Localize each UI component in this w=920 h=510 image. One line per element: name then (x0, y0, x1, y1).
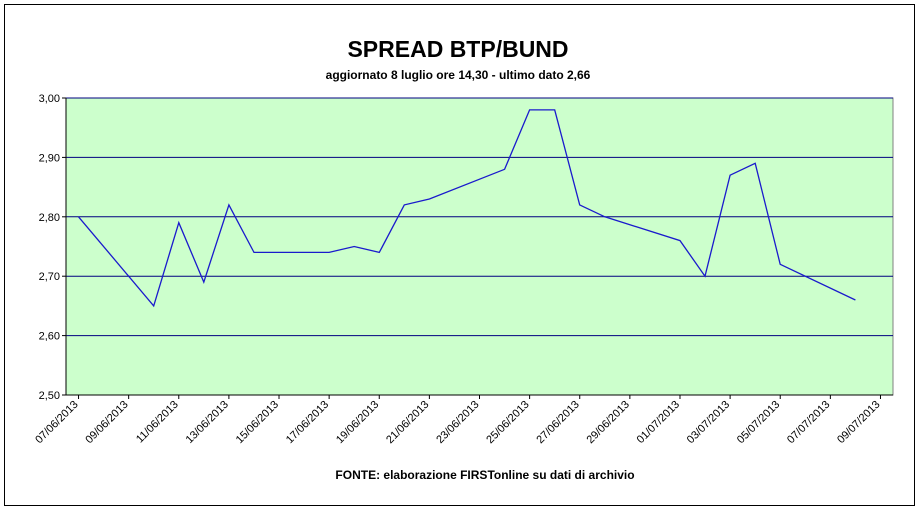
plot-area (65, 97, 894, 396)
y-tick-label: 2,60 (39, 331, 60, 343)
y-tick-label: 3,00 (39, 93, 60, 105)
chart-title: SPREAD BTP/BUND (347, 36, 568, 62)
chart-subtitle: aggiornato 8 luglio ore 14,30 - ultimo d… (326, 68, 591, 82)
y-tick-label: 2,70 (39, 271, 60, 283)
y-tick-label: 2,90 (39, 152, 60, 164)
y-tick-label: 2,50 (39, 390, 60, 402)
series-line (78, 109, 856, 308)
y-tick-label: 2,80 (39, 212, 60, 224)
chart-footer: FONTE: elaborazione FIRSTonline su dati … (335, 468, 634, 482)
